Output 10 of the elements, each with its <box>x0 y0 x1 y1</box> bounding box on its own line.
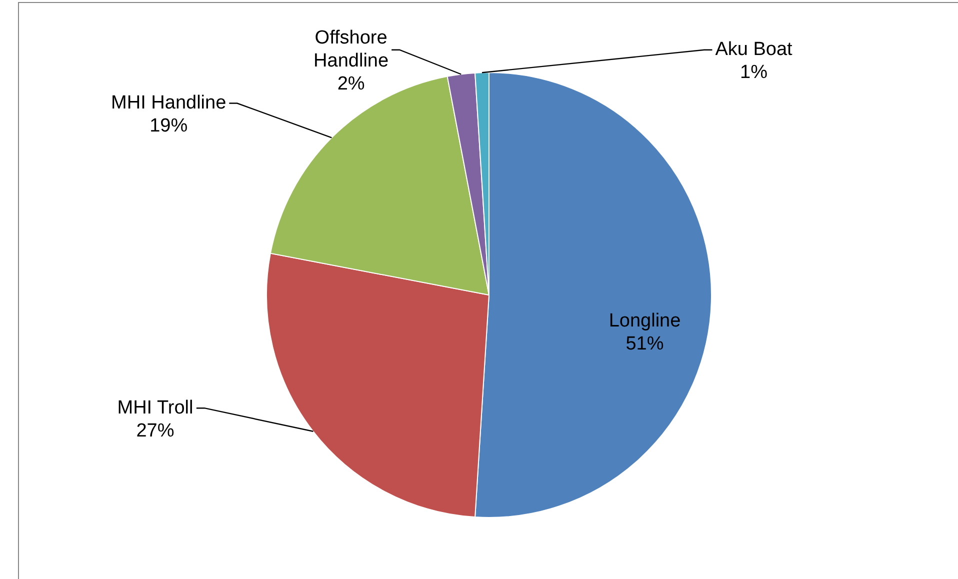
slice-label: Aku Boat <box>715 39 794 60</box>
data-label: 19% <box>150 116 188 137</box>
data-label: 2% <box>337 74 365 95</box>
data-label: 51% <box>626 334 664 355</box>
data-label: 27% <box>136 420 174 442</box>
slice-label: Longline <box>608 310 681 332</box>
slice-label: Offshore Handline <box>314 28 389 72</box>
data-label: 1% <box>740 62 768 84</box>
slice-label: MHI Handline <box>111 92 226 114</box>
slice-label: MHI Troll <box>117 397 194 418</box>
